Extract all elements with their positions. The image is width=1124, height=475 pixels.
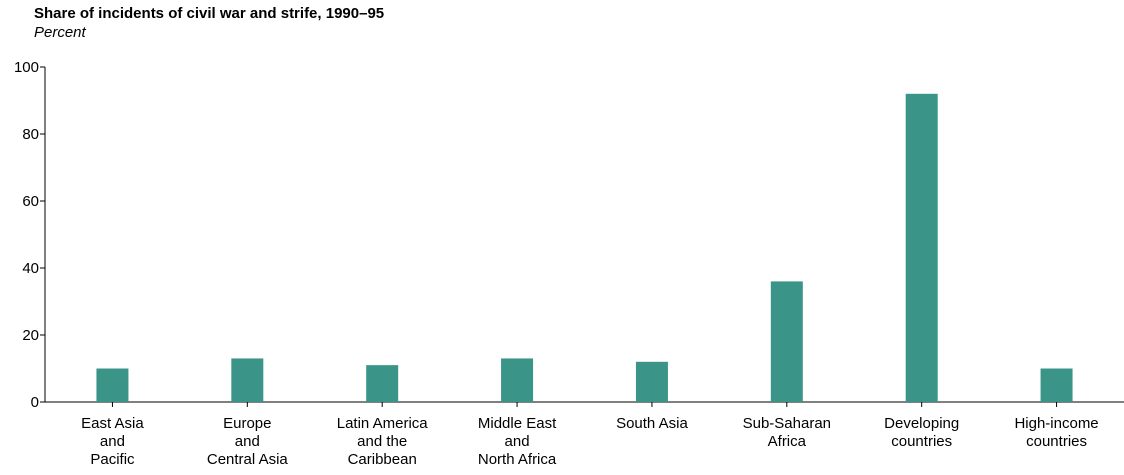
x-category-label-line: North Africa bbox=[478, 451, 557, 468]
x-category-label: Latin America and the Caribbean bbox=[337, 415, 429, 468]
y-tick-label: 20 bbox=[22, 327, 39, 344]
x-category-label-line: and bbox=[100, 433, 125, 450]
x-category-label-line: Sub-Saharan bbox=[743, 415, 831, 432]
x-category-label: High-income countries bbox=[1014, 415, 1098, 450]
x-category-label: Europe and Central Asia bbox=[207, 415, 289, 468]
x-category-label: Developing countries bbox=[884, 415, 959, 450]
x-category-label-line: South Asia bbox=[616, 415, 688, 432]
x-category-label-line: Latin America bbox=[337, 415, 429, 432]
y-axis-unit-label: Percent bbox=[34, 24, 86, 41]
x-category-label-line: countries bbox=[1026, 433, 1087, 450]
x-category-label-line: Middle East bbox=[478, 415, 557, 432]
x-category-label-line: Africa bbox=[768, 433, 807, 450]
bar-3 bbox=[366, 365, 399, 402]
bar-7 bbox=[905, 93, 938, 403]
x-category-label-line: and bbox=[235, 433, 260, 450]
x-category-label-line: High-income bbox=[1014, 415, 1098, 432]
chart-title: Share of incidents of civil war and stri… bbox=[34, 5, 385, 22]
x-category-label-line: and the bbox=[357, 433, 407, 450]
x-category-label-line: East Asia bbox=[81, 415, 144, 432]
y-tick-label: 0 bbox=[31, 394, 39, 411]
x-category-label-line: Caribbean bbox=[348, 451, 417, 468]
x-category-label-line: and bbox=[505, 433, 530, 450]
bar-4 bbox=[501, 358, 534, 402]
x-category-label: Middle East and North Africa bbox=[478, 415, 557, 468]
bar-1 bbox=[96, 368, 129, 402]
bar-5 bbox=[635, 361, 668, 402]
x-category-label: Sub-Saharan Africa bbox=[743, 415, 831, 450]
x-category-label-line: Central Asia bbox=[207, 451, 289, 468]
x-category-label-line: countries bbox=[891, 433, 952, 450]
x-category-label: East Asia and Pacific bbox=[81, 415, 144, 468]
y-tick-label: 80 bbox=[22, 126, 39, 143]
x-category-label-line: Europe bbox=[223, 415, 271, 432]
y-tick-label: 40 bbox=[22, 260, 39, 277]
y-tick-label: 60 bbox=[22, 193, 39, 210]
bar-2 bbox=[231, 358, 264, 402]
y-tick-label: 100 bbox=[14, 59, 39, 76]
x-category-label-line: Pacific bbox=[90, 451, 135, 468]
x-category-label-line: Developing bbox=[884, 415, 959, 432]
x-category-label: South Asia bbox=[616, 415, 688, 432]
bar-6 bbox=[770, 281, 803, 402]
bar-8 bbox=[1040, 368, 1073, 402]
